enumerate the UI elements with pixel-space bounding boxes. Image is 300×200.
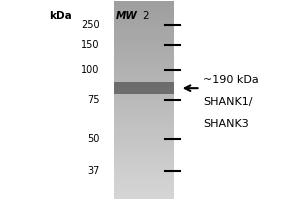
Bar xyxy=(114,1,174,5)
Bar xyxy=(114,159,174,162)
Bar xyxy=(114,189,174,192)
Text: ~190 kDa: ~190 kDa xyxy=(203,75,259,85)
Bar xyxy=(114,100,174,103)
Bar xyxy=(114,74,174,77)
Text: 37: 37 xyxy=(87,166,100,176)
Bar xyxy=(114,57,174,61)
Bar xyxy=(114,195,174,199)
Bar xyxy=(114,31,174,34)
Text: 150: 150 xyxy=(81,40,100,50)
Bar xyxy=(114,182,174,185)
Bar xyxy=(114,67,174,70)
Bar xyxy=(114,93,174,97)
Bar xyxy=(114,172,174,176)
Bar xyxy=(114,15,174,18)
Bar xyxy=(114,120,174,123)
Text: kDa: kDa xyxy=(50,11,72,21)
Bar xyxy=(114,176,174,179)
Bar xyxy=(114,11,174,15)
Text: MW: MW xyxy=(115,11,137,21)
Bar xyxy=(114,24,174,28)
Bar xyxy=(114,107,174,110)
Bar xyxy=(114,18,174,21)
Bar xyxy=(114,51,174,54)
Bar xyxy=(114,44,174,47)
Bar xyxy=(114,87,174,90)
Bar xyxy=(114,113,174,116)
Text: 250: 250 xyxy=(81,20,100,30)
Bar xyxy=(114,166,174,169)
Bar xyxy=(114,90,174,93)
Bar xyxy=(114,97,174,100)
Bar xyxy=(114,126,174,130)
Text: 2: 2 xyxy=(142,11,149,21)
Bar xyxy=(114,21,174,24)
Bar xyxy=(114,139,174,143)
Bar xyxy=(114,70,174,74)
Bar xyxy=(114,146,174,149)
Bar xyxy=(114,123,174,126)
Bar xyxy=(114,192,174,195)
Bar xyxy=(114,162,174,166)
Bar xyxy=(114,133,174,136)
Bar xyxy=(114,185,174,189)
Text: 50: 50 xyxy=(87,134,100,144)
Bar xyxy=(114,84,174,87)
Text: SHANK3: SHANK3 xyxy=(203,119,249,129)
Bar xyxy=(114,8,174,11)
Bar xyxy=(114,80,174,84)
Bar xyxy=(114,61,174,64)
Text: 100: 100 xyxy=(81,65,100,75)
Bar xyxy=(114,136,174,139)
Bar xyxy=(114,156,174,159)
Bar xyxy=(114,47,174,51)
Bar xyxy=(114,54,174,57)
Bar xyxy=(114,179,174,182)
Bar xyxy=(114,153,174,156)
Bar xyxy=(114,38,174,41)
Bar xyxy=(114,116,174,120)
Text: SHANK1/: SHANK1/ xyxy=(203,97,253,107)
Bar xyxy=(114,149,174,153)
Bar xyxy=(114,143,174,146)
Bar xyxy=(114,130,174,133)
Bar xyxy=(114,77,174,80)
Bar xyxy=(114,64,174,67)
Bar xyxy=(114,34,174,38)
Bar xyxy=(114,28,174,31)
Bar xyxy=(114,169,174,172)
Bar xyxy=(114,103,174,107)
Bar xyxy=(114,41,174,44)
Bar xyxy=(114,5,174,8)
Bar xyxy=(114,110,174,113)
Bar xyxy=(114,82,174,94)
Text: 75: 75 xyxy=(87,95,100,105)
